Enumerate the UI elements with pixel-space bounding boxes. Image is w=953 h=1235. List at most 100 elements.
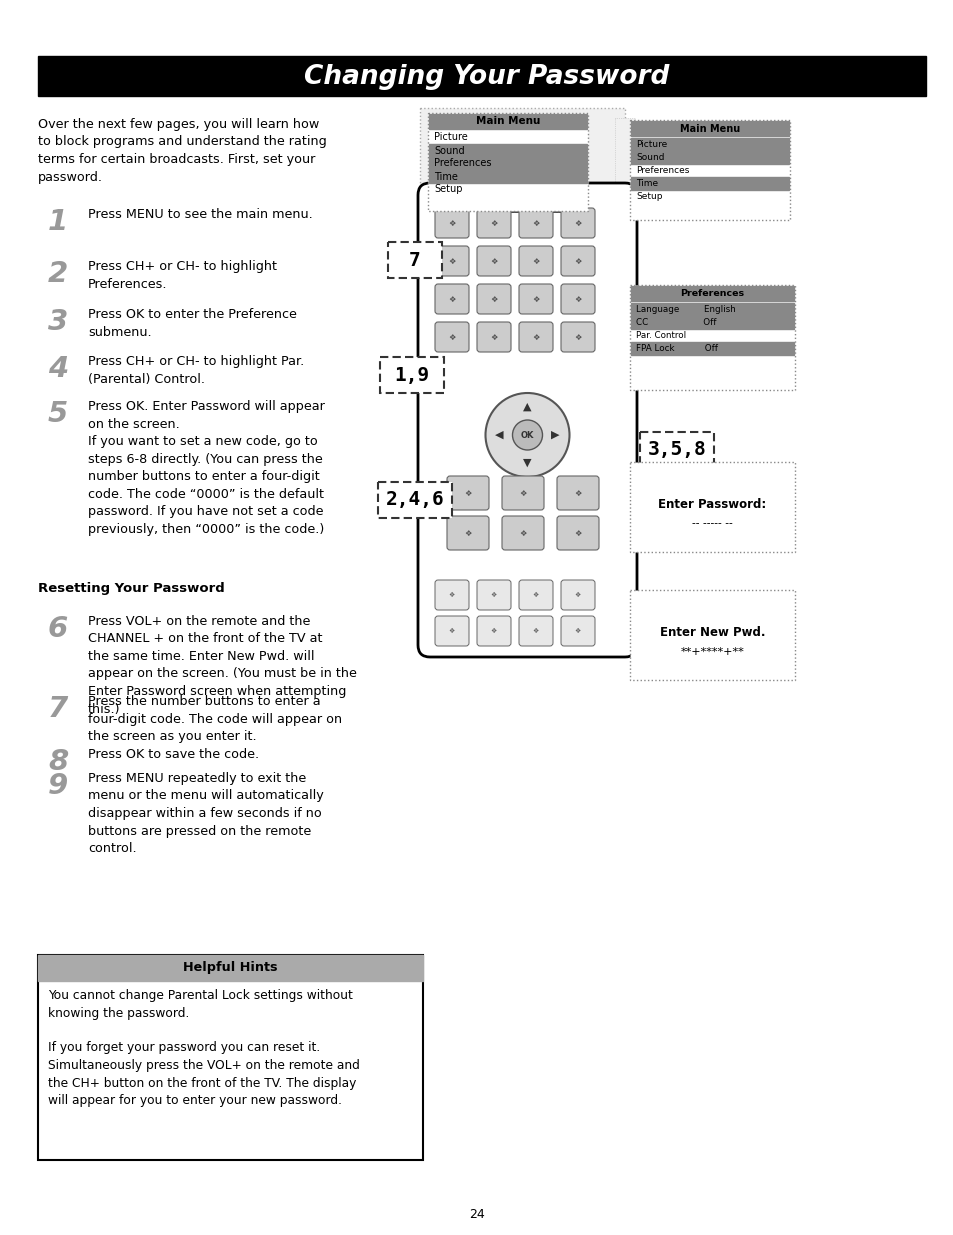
- Text: 24: 24: [469, 1209, 484, 1221]
- FancyBboxPatch shape: [377, 482, 452, 517]
- Text: Enter New Pwd.: Enter New Pwd.: [659, 625, 764, 638]
- Text: OK: OK: [520, 431, 534, 440]
- Text: ❖: ❖: [449, 592, 455, 598]
- Bar: [38, 955, 422, 1160]
- Text: ❖: ❖: [491, 629, 497, 634]
- Text: ❖: ❖: [575, 629, 580, 634]
- FancyBboxPatch shape: [476, 616, 511, 646]
- FancyBboxPatch shape: [447, 516, 489, 550]
- Text: ❖: ❖: [574, 529, 581, 537]
- Text: ❖: ❖: [490, 257, 497, 266]
- Text: Sound: Sound: [636, 153, 664, 162]
- Text: 1: 1: [48, 207, 68, 236]
- Text: Press MENU to see the main menu.: Press MENU to see the main menu.: [88, 207, 313, 221]
- FancyBboxPatch shape: [518, 246, 553, 275]
- Text: 5: 5: [48, 400, 68, 429]
- Text: ❖: ❖: [533, 629, 538, 634]
- Text: 6: 6: [48, 615, 68, 643]
- Text: 7: 7: [48, 695, 68, 722]
- Bar: [429, 144, 586, 157]
- FancyBboxPatch shape: [560, 322, 595, 352]
- Bar: [630, 316, 793, 329]
- FancyBboxPatch shape: [560, 246, 595, 275]
- Text: ▶: ▶: [551, 430, 559, 440]
- Text: Enter Password:: Enter Password:: [658, 498, 766, 510]
- Text: ❖: ❖: [575, 592, 580, 598]
- FancyBboxPatch shape: [476, 322, 511, 352]
- Text: ▼: ▼: [522, 458, 531, 468]
- Text: Press OK to save the code.: Press OK to save the code.: [88, 748, 259, 761]
- Text: ❖: ❖: [448, 257, 456, 266]
- Text: Setup: Setup: [636, 191, 661, 201]
- Text: 4: 4: [48, 354, 68, 383]
- Text: ❖: ❖: [532, 294, 539, 304]
- Bar: [429, 114, 586, 128]
- Text: ❖: ❖: [532, 219, 539, 227]
- FancyBboxPatch shape: [560, 616, 595, 646]
- Text: Preferences: Preferences: [636, 165, 689, 175]
- FancyBboxPatch shape: [615, 119, 635, 207]
- Text: ❖: ❖: [574, 257, 581, 266]
- Text: **+****+**: **+****+**: [679, 647, 743, 657]
- Text: Press OK. Enter Password will appear
on the screen.
If you want to set a new cod: Press OK. Enter Password will appear on …: [88, 400, 325, 536]
- FancyBboxPatch shape: [476, 284, 511, 314]
- Text: 1,9: 1,9: [394, 366, 429, 384]
- Text: ❖: ❖: [448, 332, 456, 342]
- FancyBboxPatch shape: [501, 475, 543, 510]
- FancyBboxPatch shape: [379, 357, 443, 393]
- FancyBboxPatch shape: [447, 475, 489, 510]
- FancyBboxPatch shape: [435, 580, 469, 610]
- Bar: [629, 120, 789, 220]
- Text: 2,4,6: 2,4,6: [385, 490, 444, 510]
- FancyBboxPatch shape: [639, 432, 713, 468]
- FancyBboxPatch shape: [557, 516, 598, 550]
- Text: ❖: ❖: [574, 332, 581, 342]
- Text: Picture: Picture: [434, 132, 467, 142]
- Bar: [428, 112, 587, 211]
- FancyBboxPatch shape: [435, 246, 469, 275]
- Bar: [419, 107, 624, 233]
- Text: ◀: ◀: [495, 430, 503, 440]
- Text: Over the next few pages, you will learn how
to block programs and understand the: Over the next few pages, you will learn …: [38, 119, 327, 184]
- Text: Press OK to enter the Preference
submenu.: Press OK to enter the Preference submenu…: [88, 308, 296, 338]
- Bar: [629, 590, 794, 680]
- Text: 7: 7: [409, 251, 420, 269]
- FancyBboxPatch shape: [560, 284, 595, 314]
- Bar: [629, 285, 794, 390]
- FancyBboxPatch shape: [518, 207, 553, 238]
- Text: ❖: ❖: [448, 219, 456, 227]
- Text: ❖: ❖: [574, 294, 581, 304]
- Bar: [630, 121, 788, 136]
- Text: CC                    Off: CC Off: [636, 317, 716, 327]
- Circle shape: [512, 420, 542, 450]
- Bar: [429, 170, 586, 183]
- Text: Par. Control: Par. Control: [636, 331, 685, 340]
- Bar: [429, 157, 586, 170]
- Text: ❖: ❖: [490, 332, 497, 342]
- Text: Press MENU repeatedly to exit the
menu or the menu will automatically
disappear : Press MENU repeatedly to exit the menu o…: [88, 772, 323, 855]
- FancyBboxPatch shape: [476, 207, 511, 238]
- Bar: [629, 462, 794, 552]
- Bar: [38, 955, 422, 981]
- Text: ❖: ❖: [574, 489, 581, 498]
- Circle shape: [485, 393, 569, 477]
- Text: ❖: ❖: [464, 489, 471, 498]
- Text: Press VOL+ on the remote and the
CHANNEL + on the front of the TV at
the same ti: Press VOL+ on the remote and the CHANNEL…: [88, 615, 356, 715]
- Bar: [630, 287, 793, 301]
- Text: Resetting Your Password: Resetting Your Password: [38, 582, 225, 595]
- FancyBboxPatch shape: [476, 580, 511, 610]
- Text: Main Menu: Main Menu: [476, 116, 539, 126]
- FancyBboxPatch shape: [518, 322, 553, 352]
- Text: Time: Time: [434, 172, 457, 182]
- Text: Helpful Hints: Helpful Hints: [183, 962, 277, 974]
- Text: 3,5,8: 3,5,8: [647, 441, 705, 459]
- Text: Changing Your Password: Changing Your Password: [304, 64, 669, 90]
- Text: Preferences: Preferences: [679, 289, 743, 298]
- FancyBboxPatch shape: [435, 322, 469, 352]
- Text: Preferences: Preferences: [434, 158, 491, 168]
- Text: ❖: ❖: [532, 332, 539, 342]
- Text: ❖: ❖: [490, 294, 497, 304]
- FancyBboxPatch shape: [560, 580, 595, 610]
- Text: Main Menu: Main Menu: [679, 124, 740, 133]
- FancyBboxPatch shape: [417, 183, 637, 657]
